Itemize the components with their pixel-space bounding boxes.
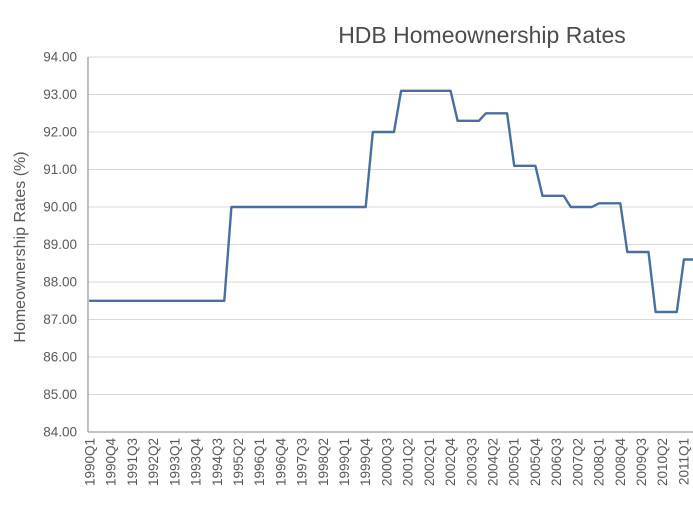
x-tick-label: 2002Q4 (443, 438, 458, 487)
x-tick-label: 1993Q1 (167, 438, 182, 486)
y-tick-label: 93.00 (43, 87, 77, 102)
x-tick-label: 1990Q4 (104, 438, 119, 487)
x-tick-label: 2009Q3 (634, 438, 649, 486)
x-tick-label: 2000Q3 (379, 438, 394, 486)
x-tick-label: 1995Q2 (231, 438, 246, 486)
x-tick-label: 1996Q1 (252, 438, 267, 486)
x-tick-label: 2001Q2 (401, 438, 416, 486)
x-tick-label: 1997Q3 (295, 438, 310, 486)
x-tick-label: 1998Q2 (316, 438, 331, 486)
x-tick-label: 2003Q3 (464, 438, 479, 486)
x-tick-label: 2005Q1 (507, 438, 522, 486)
x-tick-label: 1999Q1 (337, 438, 352, 486)
x-tick-label: 2005Q4 (528, 438, 543, 487)
x-tick-label: 2007Q2 (570, 438, 585, 486)
y-tick-label: 89.00 (43, 237, 77, 252)
x-tick-label: 1996Q4 (273, 438, 288, 487)
y-tick-label: 92.00 (43, 125, 77, 140)
x-tick-label: 2006Q3 (549, 438, 564, 486)
y-tick-label: 86.00 (43, 350, 77, 365)
y-tick-label: 85.00 (43, 387, 77, 402)
x-tick-label: 1993Q4 (189, 438, 204, 487)
y-tick-label: 90.00 (43, 200, 77, 215)
x-tick-label: 1990Q1 (83, 438, 98, 486)
y-axis-tick-labels: 94.00 93.00 92.00 91.00 90.00 89.00 88.00 87.00… (43, 50, 77, 440)
y-tick-label: 84.00 (43, 425, 77, 440)
y-tick-label: 91.00 (43, 162, 77, 177)
data-line-homeownership-rate (88, 89, 693, 314)
x-tick-label: 2008Q1 (592, 438, 607, 486)
gridlines (88, 56, 693, 395)
y-tick-label: 94.00 (43, 50, 77, 65)
x-tick-label: 1992Q2 (146, 438, 161, 486)
chart-title: HDB Homeownership Rates (338, 22, 626, 48)
y-tick-label: 88.00 (43, 275, 77, 290)
x-axis-tick-labels: 1990Q1 1990Q4 1991Q3 1992Q2 1993Q1 1993Q4 1994… (83, 438, 692, 487)
x-tick-label: 2008Q4 (613, 438, 628, 487)
x-tick-label: 2010Q2 (655, 438, 670, 486)
x-tick-label: 2002Q1 (422, 438, 437, 486)
x-tick-label: 1991Q3 (125, 438, 140, 486)
x-tick-label: 2004Q2 (486, 438, 501, 486)
x-tick-label: 1999Q4 (358, 438, 373, 487)
x-tick-label: 1994Q3 (210, 438, 225, 486)
y-tick-label: 87.00 (43, 312, 77, 327)
x-tick-label: 2011Q1 (676, 438, 691, 485)
y-axis-title: Homeownership Rates (%) (12, 151, 29, 342)
